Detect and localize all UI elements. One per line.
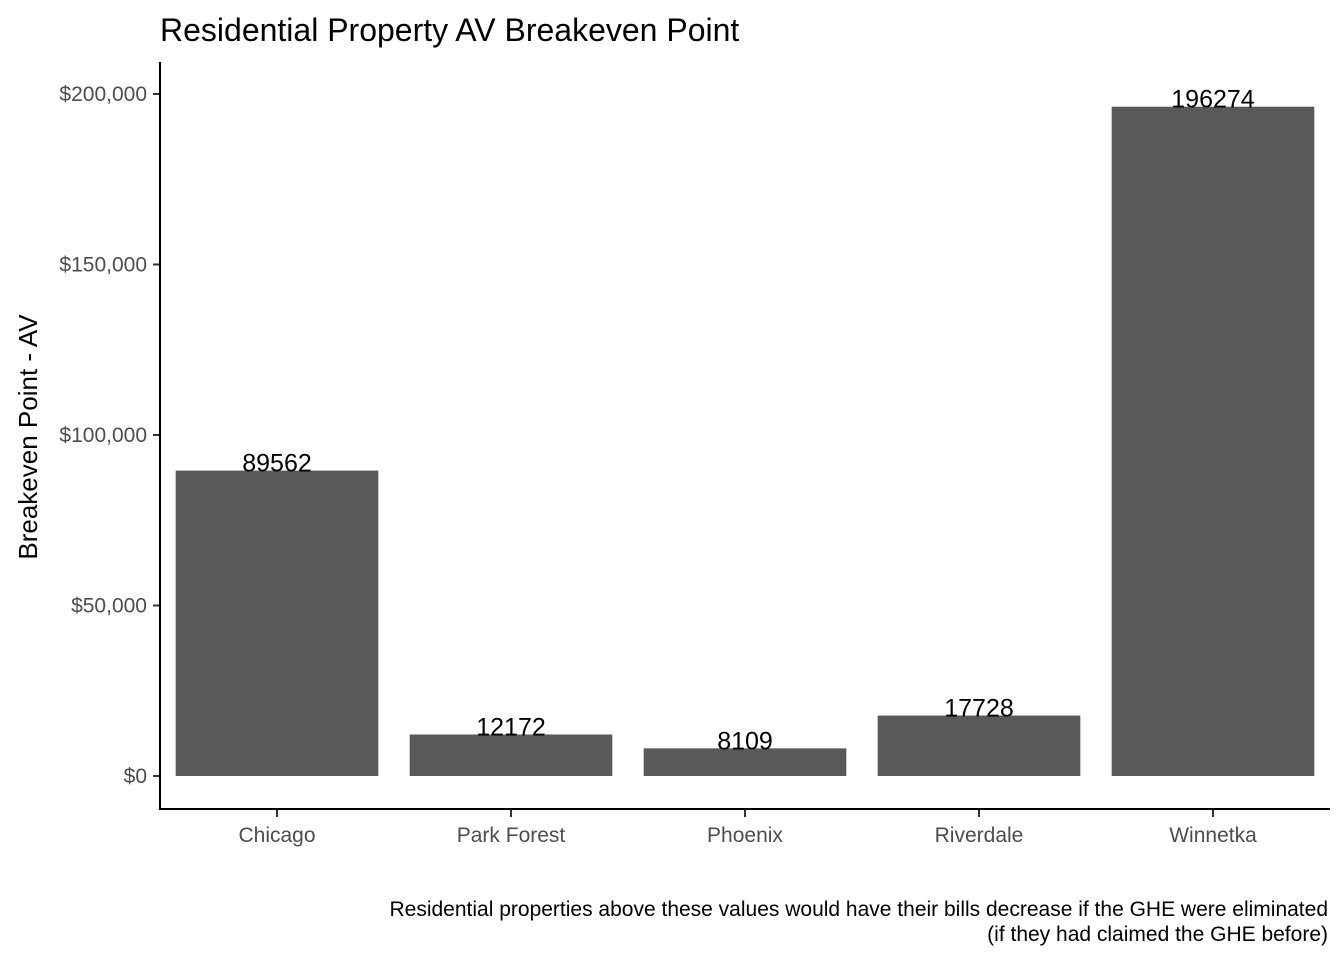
- x-tick-label: Riverdale: [935, 824, 1024, 847]
- data-label: 196274: [1171, 86, 1255, 114]
- y-tick-label: $100,000: [59, 424, 147, 447]
- y-tick-label: $50,000: [71, 595, 147, 618]
- x-tick-label: Chicago: [238, 824, 315, 847]
- caption-line-2: (if they had claimed the GHE before): [987, 923, 1328, 946]
- y-axis-ticks: $0 $50,000 $100,000 $150,000 $200,000: [59, 83, 160, 788]
- y-axis-label: Breakeven Point - AV: [13, 314, 43, 560]
- y-tick-label: $150,000: [59, 254, 147, 277]
- x-tick-label: Winnetka: [1169, 824, 1257, 847]
- data-label: 8109: [717, 727, 773, 755]
- x-axis-ticks: Chicago Park Forest Phoenix Riverdale Winnet…: [238, 809, 1257, 847]
- chart-title: Residential Property AV Breakeven Point: [160, 12, 739, 48]
- data-label: 89562: [242, 450, 312, 478]
- y-tick-label: $200,000: [59, 83, 147, 106]
- bar: [409, 734, 613, 776]
- bar: [1111, 106, 1315, 776]
- caption-line-1: Residential properties above these value…: [389, 898, 1328, 921]
- bar: [643, 748, 847, 776]
- bar: [175, 470, 379, 776]
- data-label: 17728: [944, 695, 1014, 723]
- x-tick-label: Phoenix: [707, 824, 783, 847]
- bar: [877, 715, 1081, 776]
- x-tick-label: Park Forest: [457, 824, 566, 847]
- y-tick-label: $0: [124, 765, 147, 788]
- data-labels: 89562 12172 8109 17728 196274: [242, 86, 1255, 756]
- bars: [175, 106, 1315, 776]
- data-label: 12172: [476, 713, 546, 741]
